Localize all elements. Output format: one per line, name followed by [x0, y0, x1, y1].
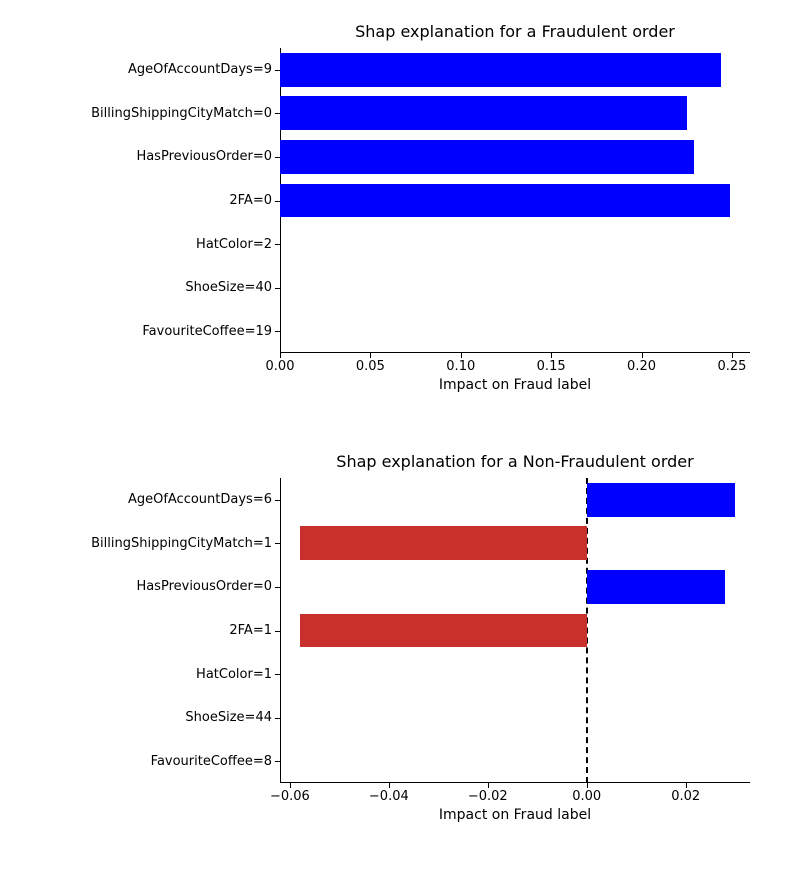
y-tick: [275, 500, 280, 501]
shap-bar: [300, 614, 587, 648]
y-tick: [275, 587, 280, 588]
y-tick: [275, 674, 280, 675]
x-axis-label: Impact on Fraud label: [280, 377, 750, 393]
page: Shap explanation for a Fraudulent order …: [0, 0, 800, 872]
x-tick-label: 0.00: [266, 359, 295, 374]
feature-label: 2FA=0: [229, 193, 272, 208]
x-tick: [389, 783, 390, 788]
fraud-chart: Shap explanation for a Fraudulent order …: [40, 10, 760, 410]
feature-label: HasPreviousOrder=0: [136, 149, 272, 164]
x-tick: [732, 353, 733, 358]
y-tick: [275, 331, 280, 332]
y-tick: [275, 631, 280, 632]
shap-bar: [280, 140, 694, 174]
shap-bar: [280, 96, 687, 130]
feature-label: HatColor=2: [196, 237, 272, 252]
x-tick-label: 0.20: [627, 359, 656, 374]
feature-label: AgeOfAccountDays=6: [128, 492, 272, 507]
shap-bar: [587, 483, 735, 517]
y-tick: [275, 543, 280, 544]
chart-title: Shap explanation for a Non-Fraudulent or…: [280, 452, 750, 471]
feature-label: FavouriteCoffee=19: [142, 324, 272, 339]
chart-title: Shap explanation for a Fraudulent order: [280, 22, 750, 41]
feature-label: FavouriteCoffee=8: [151, 754, 272, 769]
shap-bar: [300, 526, 587, 560]
feature-label: ShoeSize=40: [185, 280, 272, 295]
x-tick: [551, 353, 552, 358]
x-tick: [488, 783, 489, 788]
x-tick-label: 0.25: [717, 359, 746, 374]
x-axis-label: Impact on Fraud label: [280, 807, 750, 823]
x-tick: [642, 353, 643, 358]
x-tick-label: 0.10: [446, 359, 475, 374]
shap-bar: [280, 53, 721, 87]
feature-label: 2FA=1: [229, 623, 272, 638]
x-tick-label: 0.05: [356, 359, 385, 374]
x-tick: [280, 353, 281, 358]
x-tick: [461, 353, 462, 358]
x-tick-label: −0.04: [369, 789, 409, 804]
x-tick-label: 0.15: [537, 359, 566, 374]
feature-label: HatColor=1: [196, 667, 272, 682]
y-tick: [275, 761, 280, 762]
x-tick-label: −0.02: [468, 789, 508, 804]
feature-label: BillingShippingCityMatch=0: [91, 106, 272, 121]
feature-label: HasPreviousOrder=0: [136, 579, 272, 594]
feature-label: BillingShippingCityMatch=1: [91, 536, 272, 551]
shap-bar: [587, 570, 726, 604]
x-tick-label: 0.00: [572, 789, 601, 804]
x-tick: [587, 783, 588, 788]
y-tick: [275, 244, 280, 245]
x-tick-label: 0.02: [671, 789, 700, 804]
x-tick: [686, 783, 687, 788]
y-tick: [275, 718, 280, 719]
x-tick: [290, 783, 291, 788]
feature-label: AgeOfAccountDays=9: [128, 62, 272, 77]
y-tick: [275, 288, 280, 289]
x-tick-label: −0.06: [270, 789, 310, 804]
nonfraud-chart: Shap explanation for a Non-Fraudulent or…: [40, 440, 760, 840]
shap-bar: [280, 184, 730, 218]
feature-label: ShoeSize=44: [185, 710, 272, 725]
x-tick: [370, 353, 371, 358]
